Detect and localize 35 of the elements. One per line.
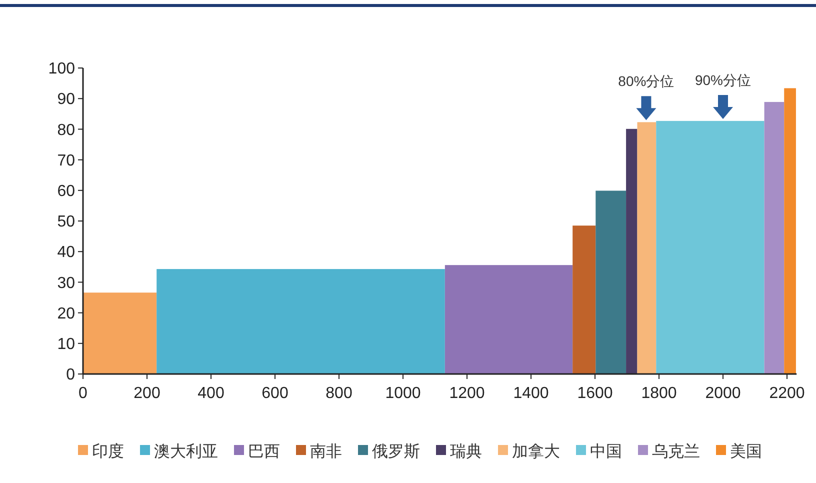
x-tick-label: 1800	[641, 385, 677, 402]
x-tick-label: 200	[134, 385, 160, 402]
legend-label: 乌克兰	[652, 442, 700, 461]
y-tick-label: 0	[66, 366, 76, 384]
y-tick-label: 60	[57, 183, 76, 200]
y-tick-label: 20	[57, 305, 76, 322]
legend-label: 加拿大	[512, 442, 560, 461]
y-tick-label: 80	[57, 122, 76, 139]
x-tick-label: 2200	[769, 385, 805, 402]
legend-label: 印度	[92, 442, 124, 461]
legend-label: 澳大利亚	[154, 442, 218, 461]
y-tick-label: 100	[48, 60, 76, 78]
x-tick-label: 600	[262, 385, 288, 402]
x-tick-label: 1600	[577, 385, 613, 402]
y-tick-label: 90	[57, 91, 76, 108]
x-tick-label: 400	[198, 385, 224, 402]
annotation: 80%分位	[618, 73, 674, 90]
x-tick-label: 800	[326, 385, 352, 402]
x-tick-label: 1200	[449, 385, 485, 402]
x-tick-label: 1400	[513, 385, 549, 402]
legend-label: 瑞典	[450, 442, 482, 461]
annotation: 90%分位	[694, 72, 752, 88]
legend-label: 南非	[310, 442, 342, 461]
legend-label: 中国	[590, 442, 622, 461]
x-tick-label: 1000	[385, 385, 421, 402]
y-tick-label: 30	[57, 274, 76, 292]
legend-label: 俄罗斯	[372, 442, 420, 461]
y-tick-label: 40	[57, 244, 76, 262]
x-tick-label: 2000	[705, 385, 741, 402]
x-tick-label: 0	[78, 385, 88, 402]
legend-label: 巴西	[248, 444, 280, 461]
y-tick-label: 50	[57, 214, 76, 231]
y-tick-label: 70	[57, 152, 76, 170]
y-tick-label: 10	[57, 336, 76, 353]
legend-label: 美国	[730, 442, 762, 461]
